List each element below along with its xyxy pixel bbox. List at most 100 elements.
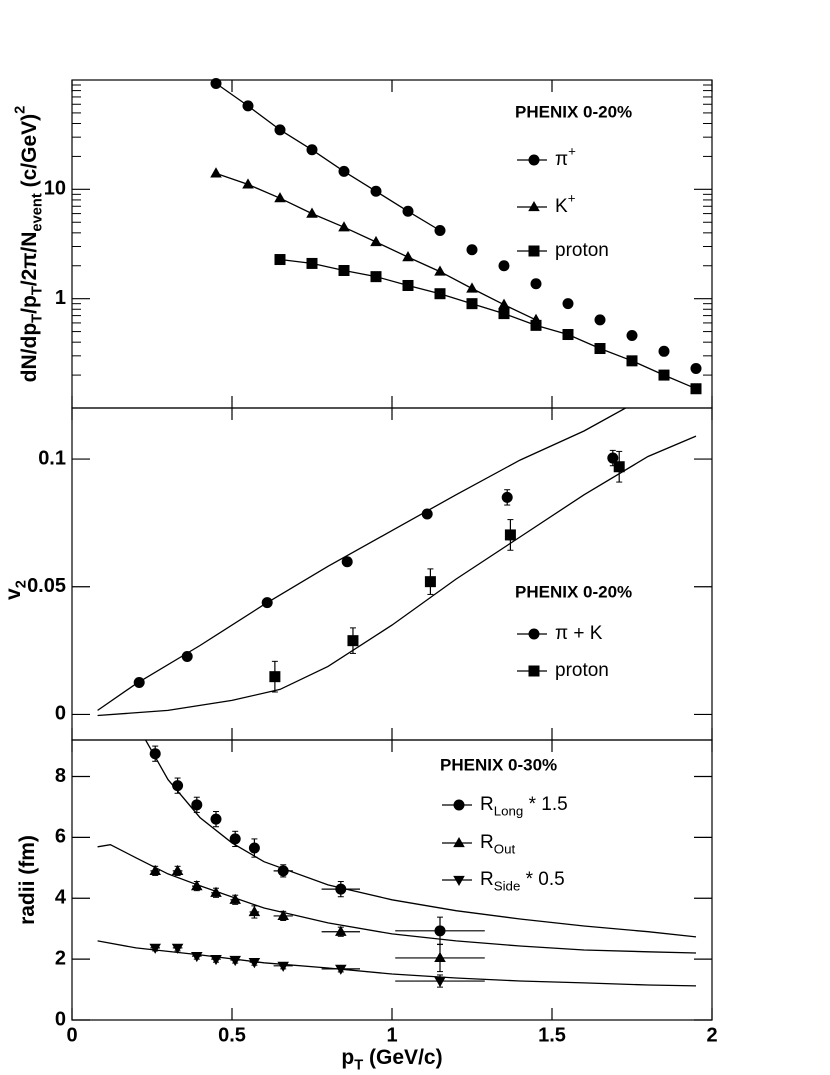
legend-label: π + K xyxy=(555,623,603,644)
legend-label: proton xyxy=(555,240,609,261)
x-tick-label: 0.5 xyxy=(218,1024,246,1046)
y-tick-label: 10 xyxy=(44,178,66,200)
marker xyxy=(501,491,513,503)
marker xyxy=(171,864,184,875)
text-part: T xyxy=(354,1057,363,1073)
marker xyxy=(434,225,446,237)
model-curve xyxy=(97,844,697,954)
text-part: * 0.5 xyxy=(520,869,564,890)
marker xyxy=(370,185,382,197)
marker xyxy=(626,355,638,367)
text-part: R xyxy=(480,794,494,815)
marker xyxy=(402,205,414,217)
legend-label: RLong * 1.5 xyxy=(480,794,568,818)
marker xyxy=(229,833,241,845)
marker xyxy=(434,976,446,988)
x-tick-label: 0 xyxy=(66,1024,77,1046)
marker xyxy=(658,369,670,381)
marker xyxy=(261,597,273,609)
marker xyxy=(530,278,542,290)
text-part: (GeV/c) xyxy=(363,1046,442,1069)
marker xyxy=(626,330,638,342)
marker xyxy=(594,343,606,355)
marker xyxy=(229,955,241,967)
marker xyxy=(172,780,184,792)
marker xyxy=(306,207,318,218)
text-part: /p xyxy=(18,295,41,314)
model-curve xyxy=(279,258,697,390)
marker xyxy=(424,576,436,588)
marker xyxy=(434,951,446,963)
text-part: radii (fm) xyxy=(16,835,39,925)
text-part: * 1.5 xyxy=(523,794,567,815)
marker xyxy=(528,245,540,257)
marker xyxy=(528,665,540,677)
x-tick-label: 2 xyxy=(706,1024,717,1046)
y-tick-label: 0.1 xyxy=(38,447,66,469)
y-tick-label: 1 xyxy=(55,287,66,309)
model-curve xyxy=(97,940,697,987)
legend-title: PHENIX 0-20% xyxy=(515,102,632,121)
y-tick-label: 6 xyxy=(55,826,66,848)
marker xyxy=(306,257,318,269)
y-tick-label: 8 xyxy=(55,765,66,787)
marker xyxy=(210,886,222,897)
marker xyxy=(562,329,574,341)
marker xyxy=(341,556,353,568)
marker xyxy=(191,951,203,963)
marker xyxy=(210,77,222,89)
marker xyxy=(498,308,510,320)
marker xyxy=(191,880,203,891)
marker xyxy=(277,961,289,972)
marker xyxy=(466,282,478,293)
marker xyxy=(613,461,625,473)
marker xyxy=(274,254,286,266)
marker xyxy=(274,192,286,203)
marker xyxy=(274,124,286,136)
marker xyxy=(370,271,382,283)
marker xyxy=(277,865,289,877)
legend-title: PHENIX 0-20% xyxy=(515,582,632,601)
text-part: T xyxy=(29,314,45,323)
text-part: K xyxy=(555,196,568,217)
model-curve xyxy=(97,408,626,711)
model-curve xyxy=(97,435,697,717)
text-part: π + K xyxy=(555,623,603,644)
panel-frame xyxy=(71,739,713,1021)
marker xyxy=(690,362,702,374)
marker xyxy=(335,964,347,975)
marker xyxy=(248,842,260,854)
panel-frame xyxy=(71,79,713,409)
model-curve xyxy=(145,740,697,938)
text-part: event xyxy=(29,193,45,231)
marker xyxy=(453,875,465,887)
marker xyxy=(133,677,145,689)
marker xyxy=(562,298,574,310)
marker xyxy=(690,383,702,395)
marker xyxy=(402,251,414,262)
marker xyxy=(269,671,281,683)
y-axis-label: v2 xyxy=(2,580,30,600)
y-axis-label: dN/dpT/pT/2π/Nevent (c/GeV)2 xyxy=(12,106,45,383)
marker xyxy=(498,298,510,309)
x-tick-label: 1 xyxy=(386,1024,397,1046)
marker xyxy=(277,909,289,921)
legend-title: PHENIX 0-30% xyxy=(440,755,557,774)
marker xyxy=(210,955,222,966)
legend-label: K+ xyxy=(555,190,576,217)
text-part: R xyxy=(480,832,494,853)
marker xyxy=(466,244,478,256)
legend-label: ROut xyxy=(480,832,515,856)
marker xyxy=(149,943,161,954)
marker xyxy=(658,345,670,357)
marker xyxy=(191,799,203,811)
marker xyxy=(530,319,542,331)
text-part: Long xyxy=(494,803,524,818)
marker xyxy=(229,893,241,904)
marker xyxy=(248,958,261,969)
marker xyxy=(607,452,619,464)
text-part: 2 xyxy=(13,580,29,588)
text-part: p xyxy=(341,1046,354,1069)
marker xyxy=(453,836,465,848)
y-tick-label: 4 xyxy=(55,887,67,909)
